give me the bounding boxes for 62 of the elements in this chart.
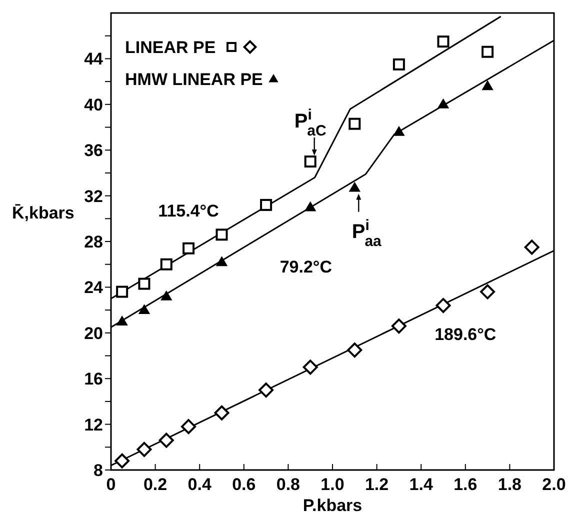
y-tick-label: 36 [84,141,103,160]
x-tick-label: 0.8 [276,475,300,494]
point [304,156,316,168]
x-tick-label: 1.6 [454,475,478,494]
x-tick-label: 1.4 [409,475,434,494]
x-tick-label: 1.2 [364,475,389,494]
point [302,360,318,375]
legend-label: LINEAR PE [125,38,216,57]
line-series [111,40,554,328]
y-axis-title: K̄,kbars [12,204,74,223]
annotation: 79.2°C [280,257,332,276]
point [260,198,272,211]
point [391,318,406,334]
point [436,298,451,313]
point [438,98,449,108]
point [216,256,228,266]
y-tick-label: 28 [84,232,103,252]
point [524,240,540,255]
x-tick-label: 0.6 [232,475,256,494]
point [116,316,128,326]
point [160,258,172,270]
point [393,126,404,136]
y-tick-label: 32 [84,186,103,206]
point [138,304,150,314]
y-tick-label: 24 [84,278,104,298]
point [181,419,196,434]
y-tick-label: 20 [84,324,103,343]
point [138,278,150,290]
legend-label: HMW LINEAR PE [125,70,263,89]
x-tick-label: 0.2 [143,475,168,494]
y-tick-label: 8 [94,461,103,480]
annotation: 115.4°C [158,201,219,220]
point [349,182,360,192]
point [114,453,130,468]
y-tick-label: 16 [84,370,103,389]
point [347,342,362,358]
line-series [111,16,502,300]
point [160,290,172,300]
point [116,286,128,298]
point [392,58,405,70]
x-tick-label: 1.0 [320,475,344,494]
point [480,284,496,300]
point [348,118,361,130]
y-tick-label: 44 [84,50,104,69]
x-tick-label: 2.0 [542,475,566,494]
x-axis-title: P.kbars [302,496,362,515]
point [182,242,195,254]
point [482,80,494,90]
point [304,202,316,212]
x-tick-label: 0 [106,475,116,494]
y-tick-label: 40 [84,95,103,114]
point [437,36,450,48]
point [158,432,174,448]
y-tick-label: 12 [84,415,103,434]
annotation: 189.6°C [434,324,496,344]
x-tick-label: 0.4 [188,475,212,494]
x-tick-label: 1.8 [498,475,522,494]
point [216,228,228,241]
point [258,382,274,398]
point [214,405,230,420]
point [482,46,494,58]
point [136,442,152,457]
